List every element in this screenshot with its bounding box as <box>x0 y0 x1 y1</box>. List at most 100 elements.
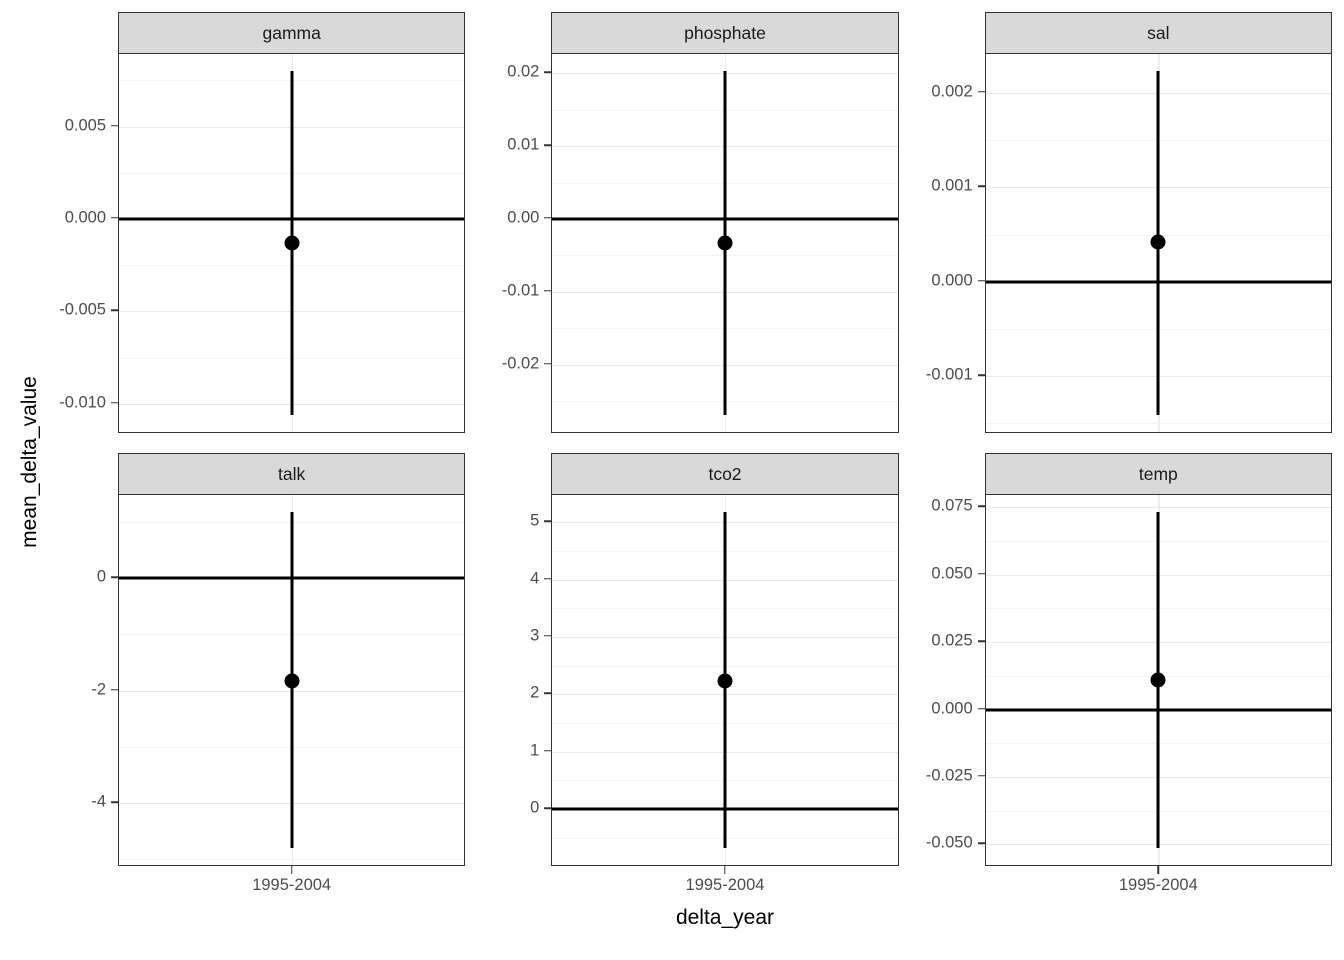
facet-strip-label: phosphate <box>684 22 766 43</box>
y-tick-mark <box>544 144 552 146</box>
y-tick-label: 0.001 <box>931 176 973 195</box>
y-tick-mark <box>977 374 985 376</box>
y-tick-label: 0.00 <box>507 208 540 227</box>
y-tick-mark <box>111 801 118 803</box>
y-tick-label: 0 <box>530 798 540 817</box>
data-point <box>284 673 300 689</box>
x-axis-title: delta_year <box>675 906 775 929</box>
y-tick-mark <box>977 91 985 93</box>
facet-strip-label: sal <box>1147 22 1170 43</box>
y-tick-label: -4 <box>91 792 106 811</box>
y-tick-mark <box>544 577 552 580</box>
y-tick-mark <box>544 290 552 292</box>
y-tick-label: -0.005 <box>59 300 106 319</box>
plot-row: 0.02 0.01 0.00 -0.01 -0.02 <box>479 53 899 433</box>
x-axis: 1995-2004 <box>985 866 1332 902</box>
x-tick-mark <box>290 866 293 874</box>
x-tick-label: 1995-2004 <box>252 876 332 894</box>
y-tick-mark <box>111 401 118 404</box>
y-tick-mark <box>111 576 118 578</box>
y-tick-mark <box>544 362 552 365</box>
facet-sal: sal 0.002 0.001 0.000 -0.001 <box>913 12 1332 433</box>
minor-gridline <box>119 859 465 861</box>
plot-panel <box>118 53 466 433</box>
y-axis: 0.002 0.001 0.000 -0.001 <box>913 53 985 431</box>
plot-panel <box>551 494 899 866</box>
y-tick-label: 0.002 <box>931 82 973 101</box>
y-tick-label: 0.075 <box>931 496 973 515</box>
y-tick-label: 0.050 <box>931 564 973 583</box>
facet-strip: temp <box>984 453 1332 494</box>
facet-talk: talk 0 -2 -4 1995-2004 <box>46 453 466 902</box>
y-tick-mark <box>977 572 985 575</box>
y-tick-label: -0.025 <box>925 766 973 785</box>
minor-gridline <box>985 423 1331 425</box>
y-tick-label: 0.000 <box>931 699 973 718</box>
y-tick-mark <box>544 71 552 74</box>
y-tick-label: 0.000 <box>64 208 106 227</box>
data-point <box>1150 672 1166 688</box>
facet-tco2: tco2 5 4 3 2 1 0 1995-2004 <box>479 453 899 902</box>
data-point <box>717 673 733 689</box>
y-tick-mark <box>544 692 552 695</box>
plot-row: 0.002 0.001 0.000 -0.001 <box>913 53 1332 433</box>
y-tick-label: 2 <box>530 683 540 702</box>
plot-panel <box>984 53 1332 433</box>
y-axis-title: mean_delta_value <box>18 376 41 548</box>
data-point <box>1150 234 1166 250</box>
y-tick-mark <box>111 309 118 312</box>
y-tick-label: 0.000 <box>931 271 973 290</box>
plot-row: 5 4 3 2 1 0 <box>479 494 899 866</box>
y-tick-mark <box>111 124 118 127</box>
facet-phosphate: phosphate 0.02 0.01 0.00 -0.01 -0.02 <box>479 12 899 433</box>
facet-strip-label: temp <box>1138 463 1178 484</box>
y-tick-mark <box>544 217 552 219</box>
y-axis: 0.075 0.050 0.025 0.000 -0.025 -0.050 <box>913 494 985 864</box>
y-tick-label: -0.001 <box>925 365 973 384</box>
y-axis: 0.005 0.000 -0.005 -0.010 <box>46 53 118 431</box>
facet-gamma: gamma 0.005 0.000 -0.005 -0.010 <box>46 12 466 433</box>
y-tick-label: 3 <box>530 626 540 645</box>
y-tick-mark <box>111 688 118 691</box>
y-tick-mark <box>544 635 552 637</box>
y-tick-label: -2 <box>91 680 106 699</box>
x-tick-mark <box>724 866 726 874</box>
major-gridline <box>985 507 1331 509</box>
y-tick-mark <box>544 749 552 752</box>
y-tick-label: -0.01 <box>501 281 540 300</box>
plot-row: 0.075 0.050 0.025 0.000 -0.025 -0.050 <box>913 494 1332 866</box>
plot-row: 0 -2 -4 <box>46 494 466 866</box>
y-tick-label: -0.050 <box>925 833 973 852</box>
x-tick-label: 1995-2004 <box>685 876 765 894</box>
x-axis: 1995-2004 <box>551 866 898 902</box>
facets-grid: gamma 0.005 0.000 -0.005 -0.010 phosphate 0… <box>46 12 1332 902</box>
y-tick-label: 0 <box>96 567 106 586</box>
facet-temp: temp 0.075 0.050 0.025 0.000 -0.025 -0.050 19… <box>913 453 1332 902</box>
plot-panel <box>984 494 1332 866</box>
y-tick-label: 0.005 <box>64 116 106 135</box>
y-tick-mark <box>977 640 985 642</box>
y-tick-label: -0.02 <box>501 354 540 373</box>
facet-strip-label: tco2 <box>708 463 742 484</box>
y-tick-label: 0.01 <box>507 135 540 154</box>
y-tick-label: 0.02 <box>507 62 540 81</box>
y-tick-mark <box>977 279 985 282</box>
y-tick-label: 5 <box>530 511 540 530</box>
x-tick-mark <box>1157 866 1160 874</box>
plot-panel <box>118 494 466 866</box>
facet-strip: sal <box>984 12 1332 53</box>
facet-strip-label: gamma <box>262 22 321 43</box>
y-tick-label: 0.025 <box>931 631 973 650</box>
y-tick-mark <box>977 775 985 777</box>
facet-strip-label: talk <box>278 463 306 484</box>
facet-strip: phosphate <box>551 12 899 53</box>
y-tick-label: 1 <box>530 741 540 760</box>
y-tick-label: -0.010 <box>59 393 106 412</box>
facet-strip: gamma <box>118 12 466 53</box>
y-axis: 0 -2 -4 <box>46 494 118 864</box>
data-point <box>717 235 733 251</box>
y-axis: 0.02 0.01 0.00 -0.01 -0.02 <box>479 53 552 431</box>
y-tick-mark <box>544 807 552 809</box>
y-axis: 5 4 3 2 1 0 <box>479 494 552 864</box>
